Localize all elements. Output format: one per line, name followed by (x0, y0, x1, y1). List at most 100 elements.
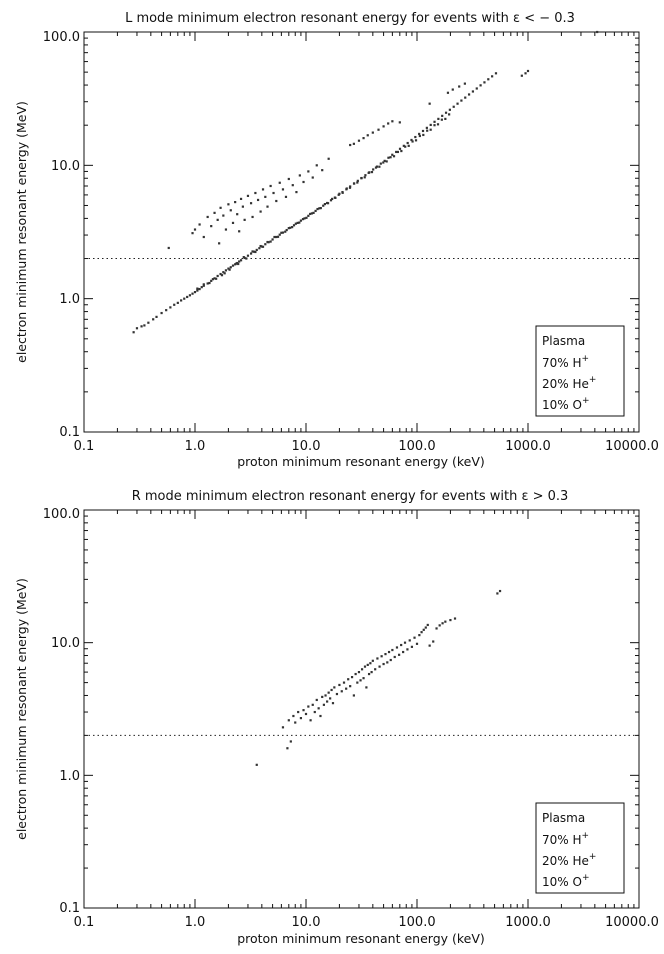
scatter-point (231, 221, 235, 225)
scatter-point (366, 134, 369, 137)
scatter-point (354, 672, 357, 676)
scatter-point (298, 174, 301, 177)
scatter-point (441, 622, 444, 625)
scatter-point (407, 144, 410, 147)
scatter-point (422, 628, 425, 631)
scatter-point (287, 177, 290, 181)
scatter-point (494, 72, 498, 75)
scatter-point (498, 589, 502, 593)
scatter-point (307, 705, 310, 708)
scatter-point (345, 687, 348, 690)
scatter-point (360, 668, 364, 671)
scatter-point (329, 697, 332, 700)
scatter-point (323, 203, 326, 206)
chart-title: R mode minimum electron resonant energy … (132, 489, 569, 504)
scatter-point (269, 240, 272, 243)
scatter-point (193, 228, 197, 231)
scatter-point (437, 117, 440, 120)
scatter-point (386, 661, 389, 664)
scatter-point (180, 299, 183, 302)
legend: Plasma 70% H+ 20% He+ 10% O+ (535, 325, 625, 417)
scatter-point (239, 259, 243, 262)
scatter-point (389, 156, 392, 159)
y-tick-label: 10.0 (51, 636, 80, 651)
scatter-point (324, 694, 327, 697)
scatter-point (398, 653, 401, 656)
scatter-point (329, 199, 333, 202)
scatter-point (278, 181, 281, 184)
scatter-point (294, 721, 297, 724)
scatter-point (188, 294, 192, 297)
scatter-point (422, 133, 425, 137)
scatter-point (140, 325, 143, 328)
scatter-point (311, 176, 314, 179)
scatter-point (315, 164, 318, 167)
scatter-point (414, 135, 417, 139)
scatter-point (321, 695, 324, 699)
scatter-point (363, 176, 366, 179)
x-tick-label: 1000.0 (505, 439, 551, 454)
scatter-point (239, 197, 243, 201)
scatter-point (334, 196, 337, 199)
y-axis-label: electron minimum resonant energy (MeV) (14, 101, 29, 363)
scatter-point (345, 187, 348, 190)
scatter-point (350, 676, 354, 679)
scatter-point (367, 672, 371, 676)
scatter-point (387, 122, 390, 125)
scatter-point (275, 199, 278, 203)
scatter-point (317, 707, 320, 710)
chart-title: L mode minimum electron resonant energy … (125, 11, 575, 26)
scatter-point (289, 226, 292, 229)
scatter-point (297, 710, 300, 714)
scatter-point (261, 188, 265, 191)
scatter-point (418, 634, 421, 637)
scatter-point (331, 197, 334, 201)
scatter-point (236, 213, 239, 216)
scatter-point (418, 134, 421, 138)
scatter-point (241, 205, 244, 208)
scatter-point (352, 182, 356, 185)
scatter-point (291, 184, 294, 187)
scatter-point (483, 81, 486, 84)
scatter-point (284, 195, 288, 198)
scatter-point (198, 223, 201, 226)
scatter-point (303, 217, 306, 220)
scatter-point (155, 315, 158, 318)
x-tick-label: 1000.0 (505, 915, 551, 930)
scatter-point (302, 709, 305, 712)
x-tick-label: 10000.0 (605, 915, 659, 930)
scatter-point (370, 671, 373, 674)
scatter-point (371, 659, 374, 662)
scatter-point (266, 205, 269, 208)
scatter-point (208, 281, 211, 285)
scatter-point (520, 74, 523, 77)
scatter-point (338, 683, 341, 687)
scatter-point (415, 642, 419, 645)
scatter-point (291, 226, 294, 229)
x-tick-label: 10.0 (292, 915, 321, 930)
scatter-point (305, 216, 308, 219)
scatter-point (398, 121, 401, 124)
scatter-point (400, 643, 403, 647)
scatter-point (449, 618, 452, 622)
scatter-point (280, 231, 283, 234)
scatter-point (295, 190, 298, 194)
scatter-point (374, 166, 378, 169)
scatter-point (366, 663, 369, 666)
scatter-point (254, 191, 257, 195)
scatter-point (202, 235, 205, 239)
scatter-point (379, 162, 382, 165)
scatter-point (202, 283, 205, 286)
scatter-point (398, 147, 402, 150)
scatter-point (319, 714, 322, 718)
x-tick-label: 1.0 (185, 439, 206, 454)
scatter-point (393, 655, 396, 659)
scatter-point (202, 284, 205, 287)
scatter-point (292, 714, 295, 718)
scatter-point (475, 87, 478, 90)
scatter-point (312, 211, 315, 214)
scatter-point (271, 238, 274, 241)
scatter-point (147, 321, 150, 324)
scatter-point (261, 245, 265, 248)
scatter-point (165, 309, 168, 312)
